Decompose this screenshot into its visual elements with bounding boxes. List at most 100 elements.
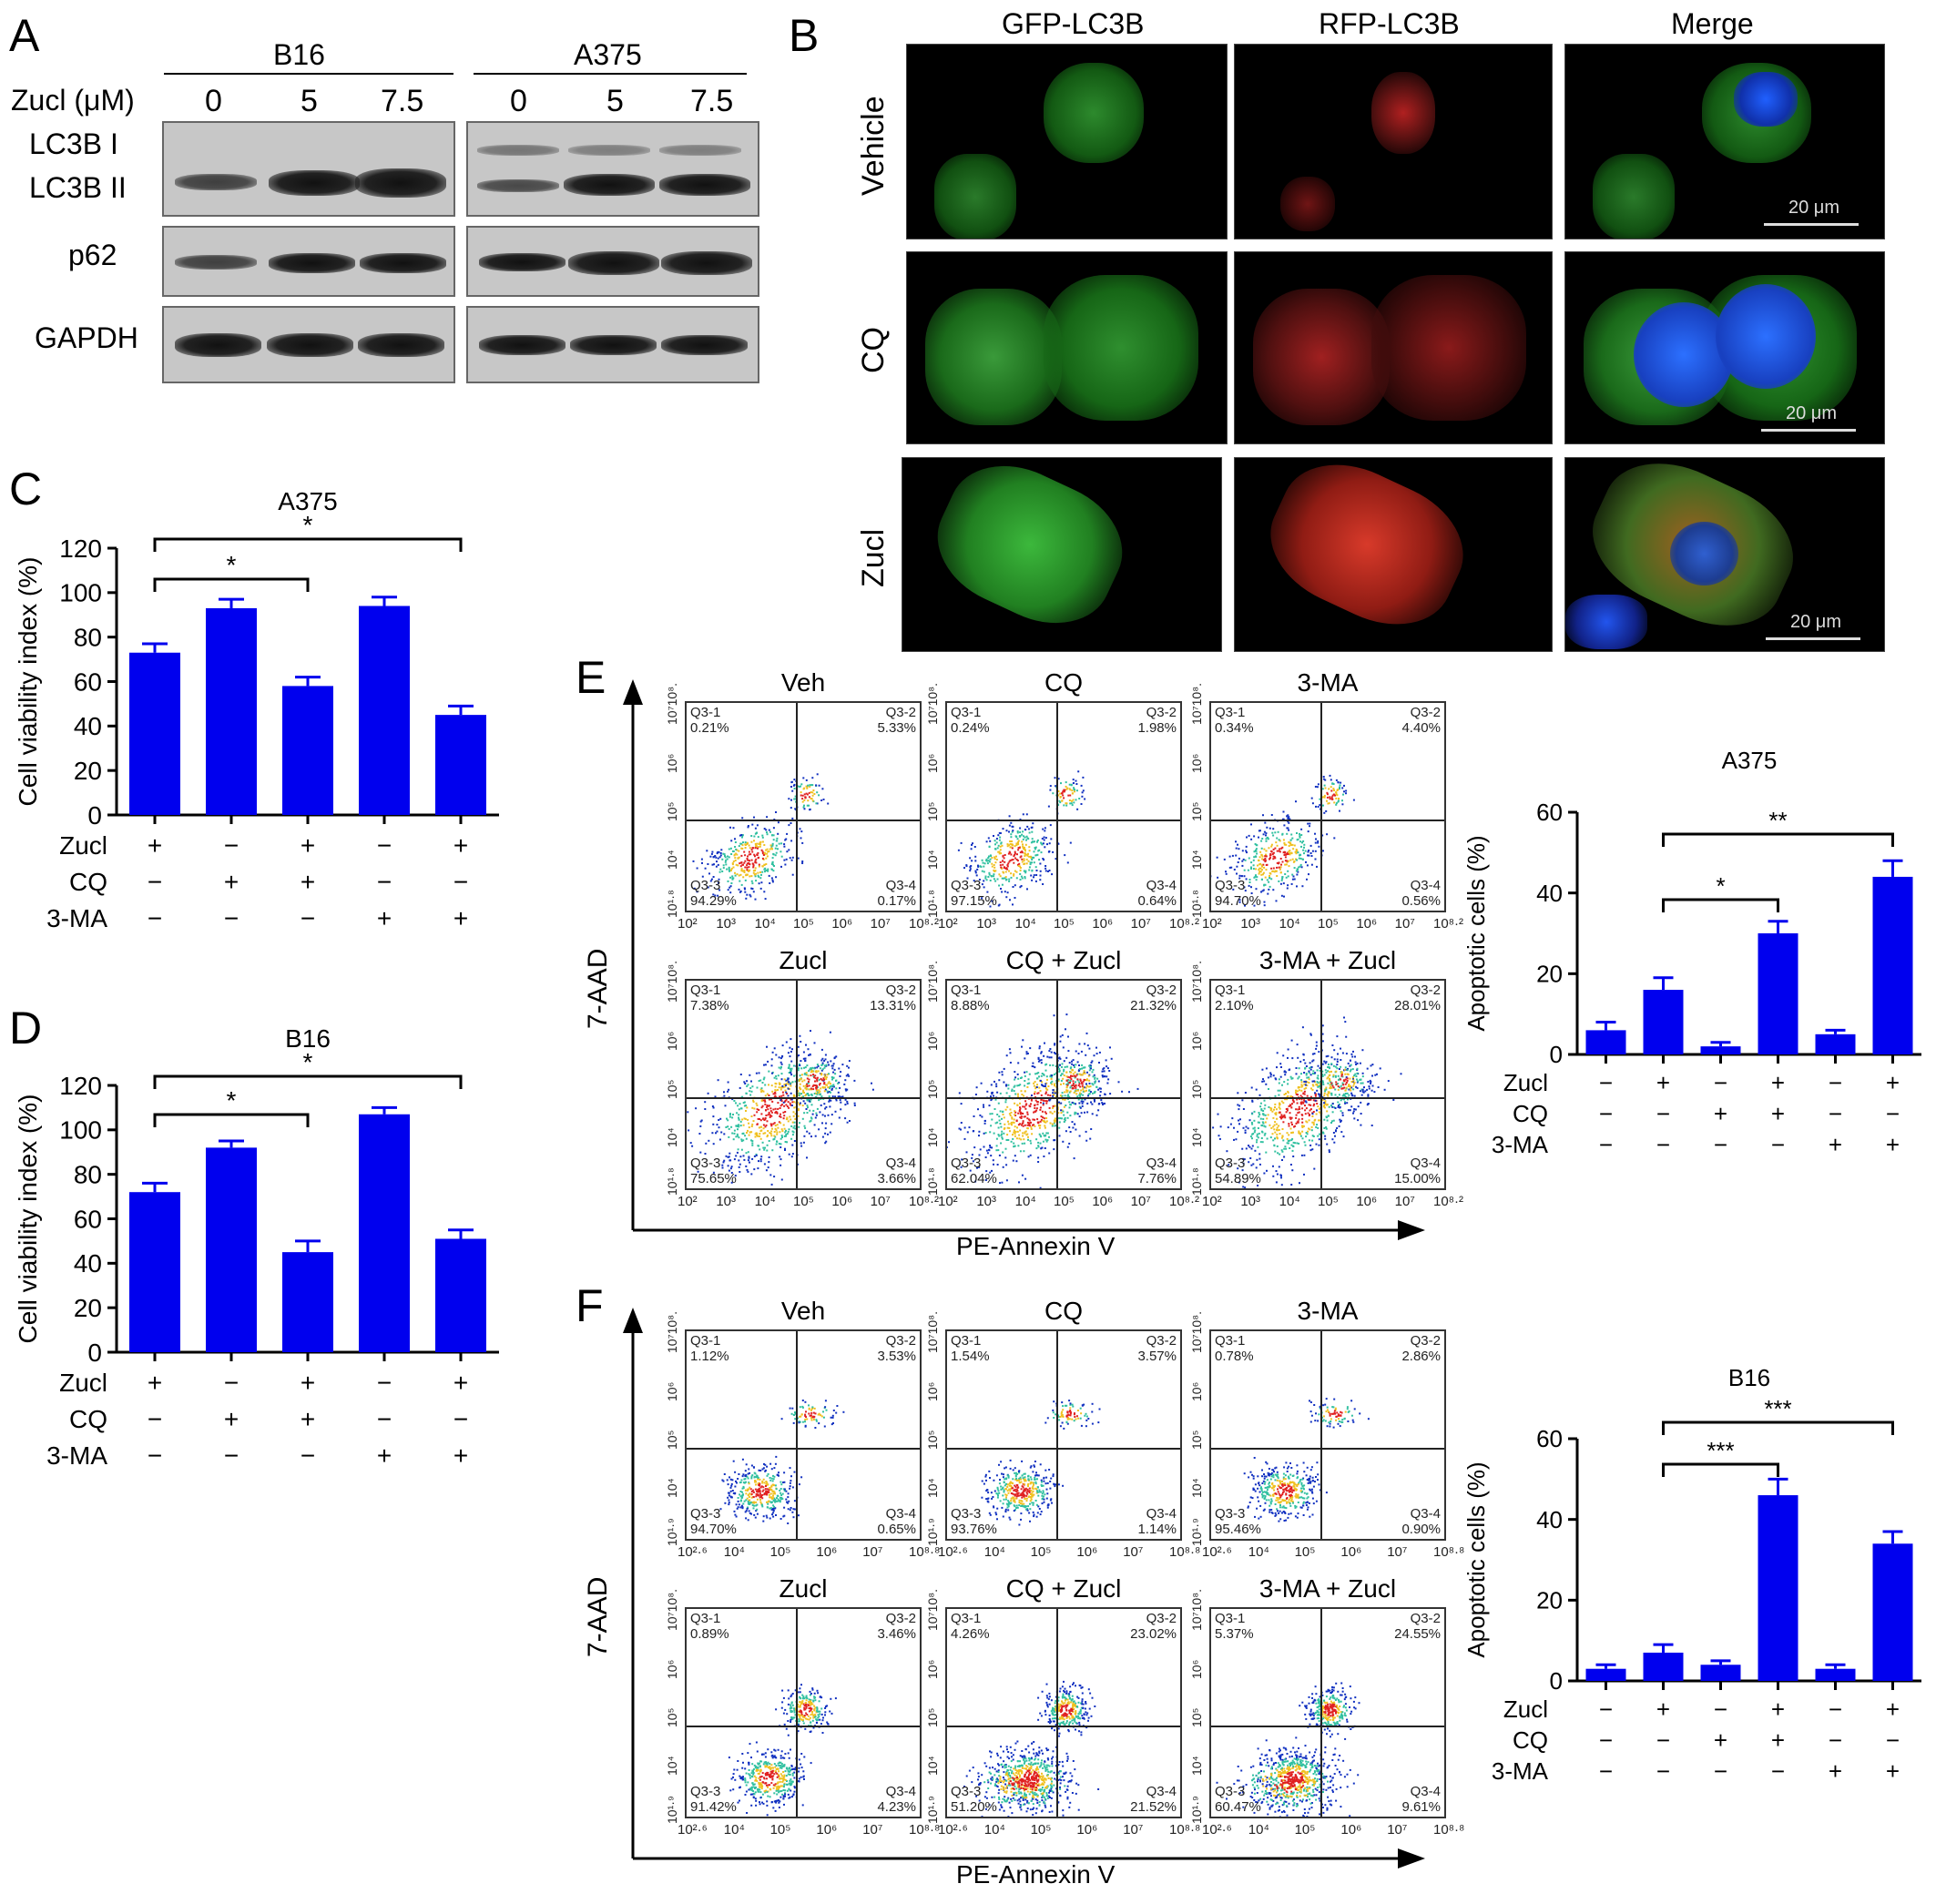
- y-tick-label: 10⁴: [1189, 1127, 1204, 1147]
- y-tick-label: 10⁷10⁸.: [925, 682, 940, 725]
- y-tick-label: 10⁵: [925, 1079, 940, 1099]
- band: [564, 174, 655, 196]
- panel-label-f: F: [576, 1280, 604, 1331]
- y-tick-label: 10¹·⁸: [925, 1167, 940, 1196]
- x-tick-label: 10⁴: [1248, 1544, 1269, 1560]
- treatment-sign: −: [1656, 1131, 1670, 1158]
- y-tick-label: 10⁵: [1189, 1430, 1204, 1450]
- x-tick-label: 10⁸·²: [909, 916, 940, 932]
- quadrant-label-q2: Q3-2 5.33%: [877, 705, 916, 736]
- row-label-p62: p62: [68, 239, 117, 271]
- treatment-sign: −: [1829, 1726, 1842, 1754]
- band: [175, 174, 257, 190]
- y-axis-label: Cell viability index (%): [14, 557, 42, 807]
- quadrant-label-q1: Q3-1 1.54%: [951, 1333, 990, 1364]
- quadrant-label-q4: Q3-4 0.17%: [877, 878, 916, 909]
- row-label-zucl: Zucl: [856, 528, 891, 587]
- x-tick-label: 10⁶: [1356, 1194, 1378, 1209]
- y-tick-label: 10⁷10⁸.: [665, 1310, 679, 1353]
- flow-plot-title: 3-MA: [1297, 1297, 1359, 1325]
- y-tick-label: 20: [1536, 1586, 1563, 1614]
- treatment-sign: +: [301, 831, 315, 860]
- treatment-sign: +: [1886, 1757, 1900, 1785]
- quadrant-label-q3: Q3-3 94.70%: [690, 1506, 737, 1537]
- y-tick-label: 10⁴: [1189, 1478, 1204, 1498]
- band: [659, 145, 741, 156]
- cell-line-b16: B16: [273, 38, 325, 71]
- quadrant-label-q3: Q3-3 95.46%: [1215, 1506, 1261, 1537]
- flow-cytometry-e: 7-AAD PE-Annexin V Veh Q3-1 0.21% Q3-2 5.33%…: [583, 668, 1463, 1266]
- x-tick-label: 10⁴: [1014, 1194, 1036, 1209]
- y-tick-label: 100: [59, 1116, 102, 1145]
- band: [360, 253, 446, 273]
- significance-bracket: [1662, 1462, 1779, 1477]
- treatment-sign: +: [224, 868, 239, 896]
- x-axis-label: PE-Annexin V: [956, 1860, 1116, 1889]
- y-tick-label: 10⁷10⁸.: [1189, 682, 1204, 725]
- quadrant-label-q4: Q3-4 21.52%: [1130, 1784, 1177, 1815]
- x-tick-label: 10²·⁶: [938, 1822, 968, 1838]
- y-tick-label: 0: [87, 801, 102, 830]
- y-tick-label: 10⁷10⁸.: [1189, 1310, 1204, 1353]
- x-tick-label: 10⁸·²: [1433, 916, 1464, 932]
- treatment-sign: −: [301, 904, 315, 932]
- quadrant-label-q3: Q3-3 94.29%: [690, 878, 737, 909]
- scatter-dots: [1216, 1682, 1360, 1817]
- bar: [435, 1238, 486, 1352]
- x-tick-label: 10⁸·⁸: [909, 1822, 941, 1838]
- bar: [1585, 1030, 1626, 1054]
- y-tick-label: 10¹·⁹: [665, 1796, 679, 1824]
- quadrant-label-q4: Q3-4 7.76%: [1137, 1156, 1177, 1186]
- micrograph-zucl-merge: 20 μm: [1564, 457, 1885, 652]
- band: [175, 333, 261, 357]
- quadrant-label-q3: Q3-3 62.04%: [951, 1156, 997, 1186]
- bar: [1815, 1668, 1856, 1681]
- flow-plot: Q3-1 4.26% Q3-2 23.02% Q3-3 51.20% Q3-4 21.…: [945, 1607, 1182, 1818]
- x-tick-label: 10⁸·⁸: [1169, 1822, 1201, 1838]
- y-tick-label: 10⁴: [925, 1478, 940, 1498]
- x-tick-label: 10⁴: [983, 1544, 1005, 1560]
- x-tick-label: 10²·⁶: [1202, 1544, 1232, 1560]
- treatment-sign: +: [453, 1441, 468, 1470]
- flow-plot-title: Veh: [780, 1297, 826, 1325]
- y-tick-label: 10¹·⁹: [1189, 1518, 1204, 1546]
- quadrant-label-q2: Q3-2 21.32%: [1130, 983, 1177, 1013]
- micrograph-vehicle-merge: 20 μm: [1564, 44, 1885, 239]
- x-tick-label: 10⁵: [1054, 916, 1075, 932]
- y-tick-label: 60: [74, 667, 102, 696]
- treatment-label: Zucl: [1503, 1695, 1548, 1723]
- treatment-sign: +: [1656, 1069, 1670, 1096]
- bar: [282, 1252, 333, 1352]
- quadrant-gate-vertical: [1320, 703, 1322, 911]
- flow-plot: Q3-1 0.78% Q3-2 2.86% Q3-3 95.46% Q3-4 0.90…: [1209, 1329, 1446, 1541]
- significance-bracket: [1662, 1420, 1894, 1435]
- quadrant-label-q2: Q3-2 3.53%: [877, 1333, 916, 1364]
- y-axis-label: Apoptotic cells (%): [1462, 835, 1490, 1031]
- treatment-sign: −: [148, 1405, 162, 1433]
- quadrant-gate-horizontal: [687, 820, 920, 821]
- x-tick-label: 10²·⁶: [678, 1822, 708, 1838]
- y-tick-label: 10⁶: [665, 753, 679, 773]
- x-tick-label: 10⁸·⁸: [909, 1544, 941, 1560]
- quadrant-label-q2: Q3-2 4.40%: [1401, 705, 1441, 736]
- panel-label-e: E: [576, 652, 606, 703]
- quadrant-gate-vertical: [1320, 1609, 1322, 1817]
- quadrant-label-q1: Q3-1 2.10%: [1215, 983, 1254, 1013]
- treatment-sign: −: [148, 904, 162, 932]
- quadrant-gate-horizontal: [947, 1097, 1180, 1099]
- treatment-sign: −: [1656, 1100, 1670, 1127]
- x-tick-label: 10⁴: [1279, 916, 1300, 932]
- micrograph-vehicle-gfp: [906, 44, 1228, 239]
- x-tick-label: 10⁸·⁸: [1433, 1544, 1465, 1560]
- quadrant-label-q4: Q3-4 1.14%: [1137, 1506, 1177, 1537]
- quadrant-label-q1: Q3-1 8.88%: [951, 983, 990, 1013]
- quadrant-label-q1: Q3-1 7.38%: [690, 983, 729, 1013]
- quadrant-gate-vertical: [1056, 703, 1058, 911]
- flow-plot: Q3-1 0.34% Q3-2 4.40% Q3-3 94.70% Q3-4 0.56…: [1209, 701, 1446, 912]
- treatment-sign: −: [377, 1369, 392, 1397]
- x-tick-label: 10⁷: [1123, 1544, 1144, 1560]
- y-tick-label: 10⁴: [1189, 1756, 1204, 1776]
- micrograph-zucl-gfp: [902, 457, 1222, 652]
- x-tick-label: 10⁴: [1248, 1822, 1269, 1838]
- quadrant-gate-vertical: [796, 981, 798, 1188]
